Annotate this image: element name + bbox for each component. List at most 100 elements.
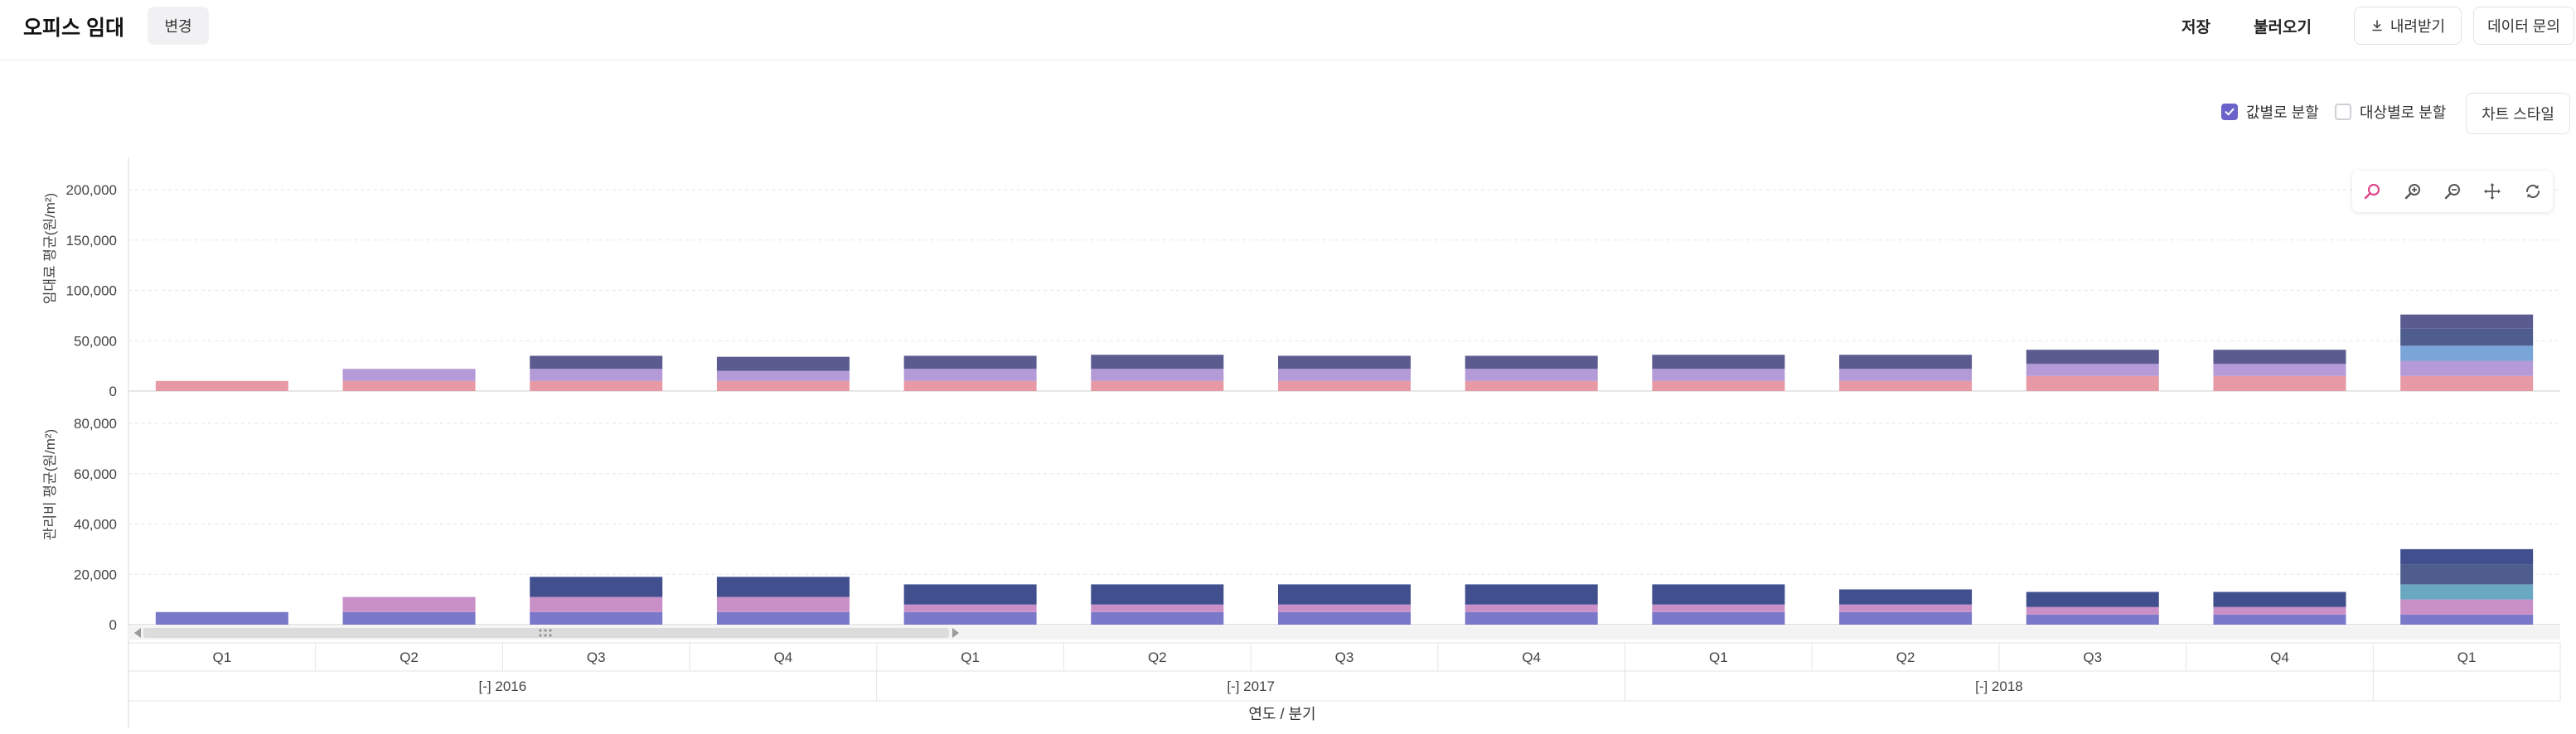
bar-segment[interactable] bbox=[2400, 345, 2534, 361]
split-by-value-option[interactable]: 값별로 분할 bbox=[2221, 101, 2319, 123]
split-by-target-checkbox[interactable] bbox=[2335, 104, 2351, 120]
bar-segment[interactable] bbox=[1839, 355, 1973, 369]
bar-segment[interactable] bbox=[2026, 350, 2159, 365]
bar-segment[interactable] bbox=[2400, 614, 2534, 625]
bar-segment[interactable] bbox=[1278, 604, 1411, 612]
scroll-left-arrow-icon[interactable] bbox=[134, 628, 141, 638]
bar-segment[interactable] bbox=[903, 611, 1037, 625]
bar-segment[interactable] bbox=[716, 380, 850, 391]
data-inquiry-button[interactable]: 데이터 문의 bbox=[2473, 7, 2574, 45]
bar-segment[interactable] bbox=[342, 380, 476, 391]
bar-segment[interactable] bbox=[716, 356, 850, 371]
bar-segment[interactable] bbox=[1652, 584, 1785, 605]
bar-segment[interactable] bbox=[1465, 604, 1598, 612]
bar-segment[interactable] bbox=[2400, 548, 2534, 565]
bar-segment[interactable] bbox=[1091, 380, 1224, 391]
bar-segment[interactable] bbox=[1091, 604, 1224, 612]
bar-segment[interactable] bbox=[1839, 589, 1973, 605]
chart-style-button[interactable]: 차트 스타일 bbox=[2466, 93, 2570, 134]
bar-segment[interactable] bbox=[2213, 606, 2346, 615]
bar-segment[interactable] bbox=[2213, 614, 2346, 625]
bar-segment[interactable] bbox=[2400, 564, 2534, 585]
pan-tool[interactable] bbox=[2477, 176, 2507, 206]
x-group-label[interactable]: [-] 2018 bbox=[1975, 678, 2023, 694]
bar-segment[interactable] bbox=[1839, 611, 1973, 625]
change-button[interactable]: 변경 bbox=[148, 7, 209, 45]
bar-segment[interactable] bbox=[2026, 592, 2159, 607]
bar-segment[interactable] bbox=[1278, 611, 1411, 625]
bar-segment[interactable] bbox=[2400, 375, 2534, 391]
split-by-target-option[interactable]: 대상별로 분할 bbox=[2335, 101, 2446, 123]
bar-segment[interactable] bbox=[1465, 611, 1598, 625]
split-by-value-checkbox[interactable] bbox=[2221, 104, 2238, 120]
bar-segment[interactable] bbox=[716, 370, 850, 381]
bar-segment[interactable] bbox=[1465, 380, 1598, 391]
bar-segment[interactable] bbox=[1278, 355, 1411, 369]
bar-segment[interactable] bbox=[2213, 375, 2346, 391]
scrollbar-thumb[interactable] bbox=[143, 628, 949, 638]
x-tick-label: Q1 bbox=[1709, 649, 1728, 665]
bar-segment[interactable] bbox=[1278, 584, 1411, 605]
load-button[interactable]: 불러오기 bbox=[2254, 19, 2312, 36]
bar-segment[interactable] bbox=[342, 611, 476, 625]
bar-segment[interactable] bbox=[1839, 380, 1973, 391]
bar-segment[interactable] bbox=[903, 355, 1037, 369]
bar-segment[interactable] bbox=[1091, 355, 1224, 369]
bar-segment[interactable] bbox=[2400, 314, 2534, 329]
x-group-label[interactable]: [-] 2017 bbox=[1227, 678, 1275, 694]
scroll-right-arrow-icon[interactable] bbox=[952, 628, 959, 638]
bar-segment[interactable] bbox=[530, 369, 663, 381]
bar-segment[interactable] bbox=[903, 369, 1037, 381]
y-tick-label: 20,000 bbox=[74, 567, 117, 582]
bar-segment[interactable] bbox=[1652, 380, 1785, 391]
download-button[interactable]: 내려받기 bbox=[2354, 7, 2462, 45]
bar-segment[interactable] bbox=[530, 577, 663, 597]
bar-segment[interactable] bbox=[1652, 369, 1785, 381]
bar-segment[interactable] bbox=[530, 380, 663, 391]
bar-segment[interactable] bbox=[1091, 369, 1224, 381]
bar-segment[interactable] bbox=[2400, 360, 2534, 376]
bar-segment[interactable] bbox=[1465, 584, 1598, 605]
bar-segment[interactable] bbox=[1839, 369, 1973, 381]
bar-segment[interactable] bbox=[530, 596, 663, 612]
bar-segment[interactable] bbox=[1278, 369, 1411, 381]
select-zoom-tool[interactable] bbox=[2357, 176, 2387, 206]
bar-segment[interactable] bbox=[530, 355, 663, 369]
bar-segment[interactable] bbox=[1465, 369, 1598, 381]
bar-segment[interactable] bbox=[2026, 375, 2159, 391]
bar-segment[interactable] bbox=[342, 596, 476, 612]
bar-segment[interactable] bbox=[903, 584, 1037, 605]
reset-tool[interactable] bbox=[2518, 176, 2548, 206]
bar-segment[interactable] bbox=[716, 577, 850, 597]
bar-segment[interactable] bbox=[1091, 611, 1224, 625]
horizontal-scrollbar[interactable] bbox=[128, 626, 2560, 640]
bar-segment[interactable] bbox=[716, 611, 850, 625]
bar-segment[interactable] bbox=[530, 611, 663, 625]
bar-segment[interactable] bbox=[903, 604, 1037, 612]
bar-segment[interactable] bbox=[1278, 380, 1411, 391]
x-group-label[interactable]: [-] 2016 bbox=[479, 678, 527, 694]
bar-segment[interactable] bbox=[1091, 584, 1224, 605]
bar-segment[interactable] bbox=[1652, 604, 1785, 612]
bar-segment[interactable] bbox=[1652, 355, 1785, 369]
bar-segment[interactable] bbox=[903, 380, 1037, 391]
save-button[interactable]: 저장 bbox=[2181, 19, 2210, 36]
bar-segment[interactable] bbox=[2213, 350, 2346, 365]
bar-segment[interactable] bbox=[2026, 364, 2159, 376]
bar-segment[interactable] bbox=[1465, 355, 1598, 369]
bar-segment[interactable] bbox=[155, 611, 288, 625]
bar-segment[interactable] bbox=[2400, 599, 2534, 615]
bar-segment[interactable] bbox=[2026, 606, 2159, 615]
bar-segment[interactable] bbox=[2213, 364, 2346, 376]
bar-segment[interactable] bbox=[155, 380, 288, 391]
bar-segment[interactable] bbox=[2400, 328, 2534, 346]
bar-segment[interactable] bbox=[2213, 592, 2346, 607]
bar-segment[interactable] bbox=[342, 369, 476, 381]
bar-segment[interactable] bbox=[2026, 614, 2159, 625]
zoom-in-tool[interactable] bbox=[2398, 176, 2428, 206]
bar-segment[interactable] bbox=[2400, 584, 2534, 600]
bar-segment[interactable] bbox=[716, 596, 850, 612]
bar-segment[interactable] bbox=[1839, 604, 1973, 612]
bar-segment[interactable] bbox=[1652, 611, 1785, 625]
zoom-out-tool[interactable] bbox=[2438, 176, 2467, 206]
